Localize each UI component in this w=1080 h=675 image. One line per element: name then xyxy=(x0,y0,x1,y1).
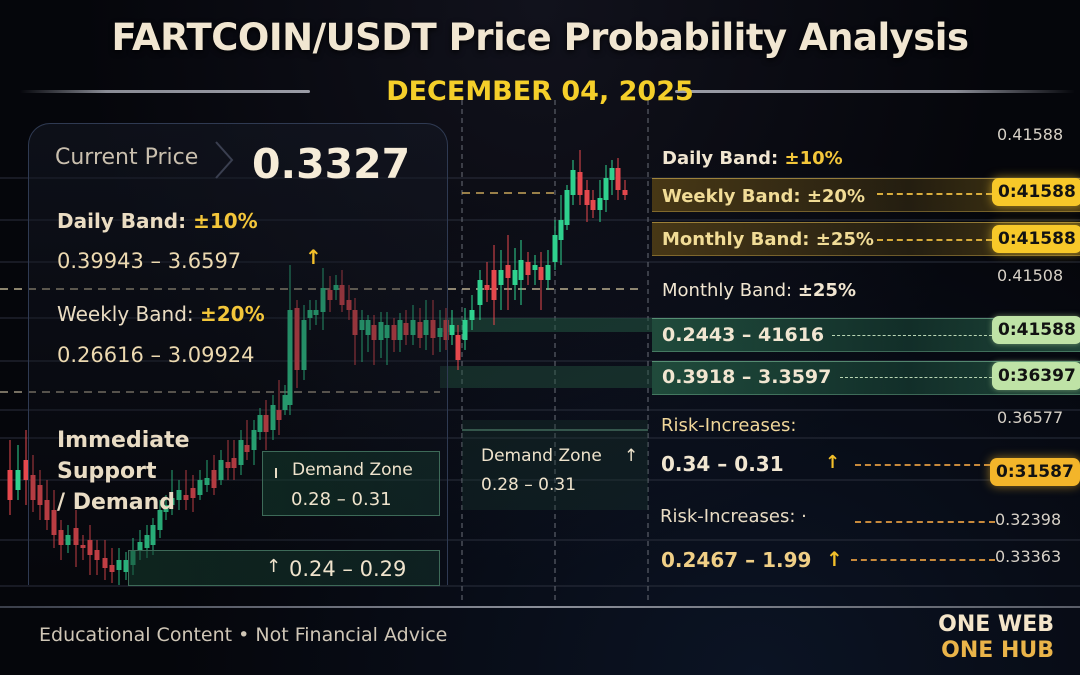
dashed-leader xyxy=(832,335,992,336)
demand-zone-label-center: Demand Zone xyxy=(481,446,602,466)
right-daily-band-heading: Daily Band: ±10% xyxy=(662,148,843,169)
weekly-band-label: Weekly Band: xyxy=(57,302,194,326)
axis-value-top: 0.41588 xyxy=(997,125,1064,144)
chevron-right-icon xyxy=(215,141,234,179)
weekly-band-pct: ±20% xyxy=(200,302,265,326)
dot: · xyxy=(801,506,807,527)
support-zone-box xyxy=(128,550,440,586)
price-tag-monthly: 0:41588 xyxy=(992,225,1080,253)
immediate-support-line3: / Demand xyxy=(57,490,176,515)
axis-value-risk-3: 0.33363 xyxy=(995,547,1062,566)
page-title: FARTCOIN/USDT Price Probability Analysis xyxy=(111,16,970,59)
left-daily-band-range: 0.39943 – 3.6597 xyxy=(57,249,242,273)
price-tag-range-2: 0:36397 xyxy=(992,362,1080,390)
risk-label: Risk-Increases: xyxy=(660,506,796,527)
monthly-band-pct: ±25% xyxy=(815,229,874,250)
right-monthly-band-heading-1: Monthly Band: ±25% xyxy=(662,229,874,250)
axis-value-low: 0.36577 xyxy=(997,408,1064,427)
right-monthly-band-heading-2: Monthly Band: ±25% xyxy=(662,280,856,301)
demand-zone-range-left: 0.28 – 0.31 xyxy=(291,489,392,510)
left-weekly-band-range: 0.26616 – 3.09924 xyxy=(57,343,255,367)
immediate-support-line1: Immediate xyxy=(57,428,190,453)
dashed-leader xyxy=(855,464,990,466)
date-row: DECEMBER 04, 2025 xyxy=(0,76,1080,108)
weekly-band-label: Weekly Band: xyxy=(662,186,801,207)
immediate-support-line2: Support xyxy=(57,459,157,484)
axis-value-risk-2: 0.32398 xyxy=(995,510,1062,529)
dashed-leader xyxy=(877,193,992,195)
price-tag-range-1: 0:41588 xyxy=(992,316,1080,344)
range-1-value: 0.2443 – 41616 xyxy=(662,324,825,346)
dashed-leader xyxy=(855,521,995,523)
date-divider-left xyxy=(20,90,310,93)
dashed-leader xyxy=(840,377,992,378)
left-weekly-band-heading: Weekly Band: ±20% xyxy=(57,302,265,326)
current-price-value: 0.3327 xyxy=(252,140,411,188)
price-tag-risk: 0:31587 xyxy=(990,458,1080,486)
brand-logo: ONE WEB ONE HUB xyxy=(938,612,1054,664)
brand-line-2: ONE HUB xyxy=(941,638,1054,663)
range-2-value: 0.3918 – 3.3597 xyxy=(662,366,832,388)
risk-1-range: 0.34 – 0.31 xyxy=(661,452,784,476)
brand-line-1: ONE WEB xyxy=(938,612,1054,637)
daily-band-label: Daily Band: xyxy=(57,209,187,233)
demand-zone-range-center: 0.28 – 0.31 xyxy=(481,475,577,495)
footer-divider xyxy=(0,606,1080,608)
demand-zone-box-left xyxy=(262,451,440,516)
daily-band-pct: ±10% xyxy=(193,209,258,233)
arrow-up-icon: ↑ xyxy=(826,547,843,571)
risk-increases-label-2: Risk-Increases: · xyxy=(660,506,807,527)
disclaimer-text: Educational Content • Not Financial Advi… xyxy=(39,624,448,646)
tick-marker xyxy=(275,468,277,478)
left-daily-band-heading: Daily Band: ±10% xyxy=(57,209,258,233)
arrow-up-icon: ↑ xyxy=(305,245,322,269)
dashed-leader xyxy=(851,559,995,561)
demand-zone-label-left: Demand Zone xyxy=(292,460,413,480)
arrow-up-icon: ↑ xyxy=(624,446,639,466)
current-price-label: Current Price xyxy=(55,145,199,170)
risk-3-range: 0.2467 – 1.99 xyxy=(661,548,812,572)
right-weekly-band-heading: Weekly Band: ±20% xyxy=(662,186,865,207)
support-zone-range: 0.24 – 0.29 xyxy=(289,557,407,581)
analysis-date: DECEMBER 04, 2025 xyxy=(386,76,694,107)
risk-increases-label-1: Risk-Increases: xyxy=(661,415,797,436)
axis-value-mid: 0.41508 xyxy=(997,266,1064,285)
weekly-band-pct: ±20% xyxy=(806,186,865,207)
monthly-band-label: Monthly Band: xyxy=(662,229,810,250)
dashed-leader xyxy=(877,239,992,241)
monthly-band-pct: ±25% xyxy=(797,280,856,301)
daily-band-pct: ±10% xyxy=(784,148,843,169)
arrow-up-icon: ↑ xyxy=(825,452,841,473)
monthly-band-label: Monthly Band: xyxy=(662,280,793,301)
date-divider-right xyxy=(675,90,1075,93)
price-tag-weekly: 0:41588 xyxy=(992,178,1080,206)
daily-band-label: Daily Band: xyxy=(662,148,779,169)
immediate-support-heading: Immediate Support / Demand xyxy=(57,425,190,518)
support-zone-arrow-icon: ↑ xyxy=(266,556,282,577)
